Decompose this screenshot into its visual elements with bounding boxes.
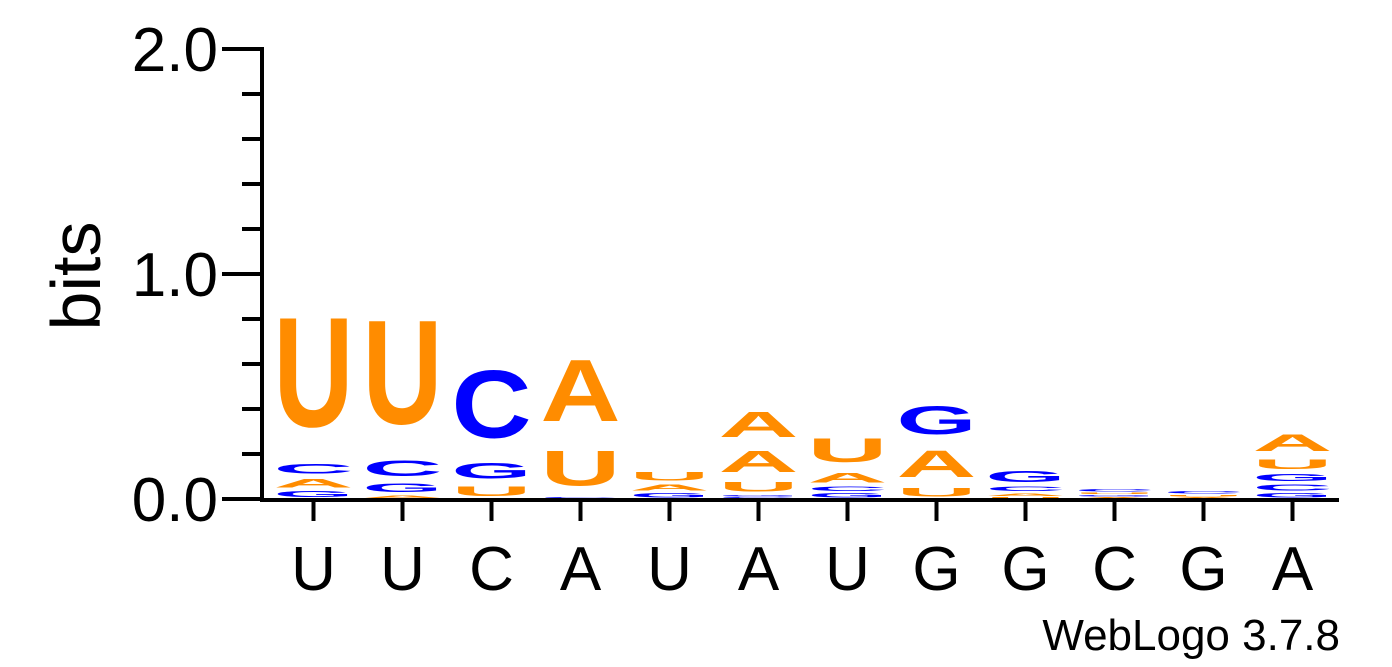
y-axis-title: bits — [37, 222, 115, 331]
x-tick-label: G — [1179, 535, 1227, 604]
logo-letter-g: G — [452, 458, 532, 483]
logo-letter-u: U — [719, 479, 799, 495]
logo-letter-c: C — [1075, 488, 1155, 493]
logo-letter-g: G — [719, 495, 799, 497]
logo-letter-g: G — [1253, 472, 1333, 483]
x-tick-label: U — [825, 535, 870, 604]
x-tick-label: G — [1001, 535, 1049, 604]
logo-letter-u: U — [1075, 492, 1155, 494]
logo-letter-a: A — [274, 476, 354, 489]
logo-letter-c: C — [541, 497, 621, 499]
position-stack: UGC — [452, 351, 532, 499]
position-stack: GAU — [630, 470, 710, 499]
x-tick-label: U — [380, 535, 425, 604]
logo-letter-u: U — [986, 497, 1066, 499]
logo-letter-g: G — [630, 492, 710, 499]
logo-letter-g: G — [808, 492, 888, 499]
logo-letter-g: G — [274, 490, 354, 499]
weblogo-credit: WebLogo 3.7.8 — [1042, 611, 1340, 660]
logo-letter-c: C — [452, 351, 532, 459]
logo-letter-g: G — [1075, 495, 1155, 497]
logo-letter-a: A — [808, 470, 888, 486]
logo-letter-c: C — [274, 461, 354, 477]
logo-letter-a: A — [1075, 497, 1155, 499]
x-tick-label: A — [560, 535, 602, 604]
logo-letter-c: C — [1253, 483, 1333, 492]
logo-letter-u: U — [541, 441, 621, 497]
logo-letter-a: A — [630, 483, 710, 492]
logo-letter-a: A — [897, 443, 977, 486]
y-tick-label: 2.0 — [132, 16, 218, 85]
logo-letter-u: U — [1164, 494, 1244, 496]
logo-letter-g: G — [363, 481, 443, 495]
y-tick-label: 0.0 — [132, 466, 218, 535]
logo-letter-a: A — [541, 342, 621, 441]
logo-letter-g: G — [897, 397, 977, 442]
logo-letter-a: A — [1253, 429, 1333, 456]
x-tick-label: U — [647, 535, 692, 604]
logo-letter-u: U — [808, 432, 888, 470]
logo-letter-u: U — [363, 289, 443, 456]
logo-letter-c: C — [808, 485, 888, 492]
x-tick-label: A — [1272, 535, 1314, 604]
logo-letter-u: U — [897, 485, 977, 498]
logo-letter-c: C — [986, 485, 1066, 492]
logo-letter-c: C — [719, 497, 799, 499]
x-tick-label: U — [291, 535, 336, 604]
logo-letter-c: C — [363, 456, 443, 481]
logo-letter-a: A — [1164, 497, 1244, 499]
logo-letter-c: C — [1164, 490, 1244, 495]
logo-letter-g: G — [1253, 492, 1333, 499]
y-tick-label: 1.0 — [132, 241, 218, 310]
x-tick-label: C — [469, 535, 514, 604]
y-axis: 0.0 1.0 2.0 — [132, 16, 264, 535]
logo-letter-g: G — [986, 467, 1066, 485]
logo-letter-u: U — [274, 284, 354, 460]
logo-letter-a: A — [363, 494, 443, 499]
logo-letter-u: U — [630, 470, 710, 483]
x-tick-label: G — [912, 535, 960, 604]
logo-letter-a: A — [719, 445, 799, 478]
position-stack: UAG — [897, 397, 977, 499]
x-tick-label: C — [1092, 535, 1137, 604]
position-stack: AUC — [1164, 490, 1244, 499]
logo-letter-u: U — [452, 483, 532, 499]
letter-stacks: GACUAGCUUGCCUAGAUCGUAAGCAUUAGUACGAGUCAUC… — [274, 284, 1333, 499]
position-stack: CUA — [541, 342, 621, 499]
x-tick-label: A — [738, 535, 780, 604]
logo-letter-a: A — [719, 405, 799, 445]
logo-letter-u: U — [1253, 456, 1333, 472]
logo-letter-a: A — [986, 492, 1066, 497]
